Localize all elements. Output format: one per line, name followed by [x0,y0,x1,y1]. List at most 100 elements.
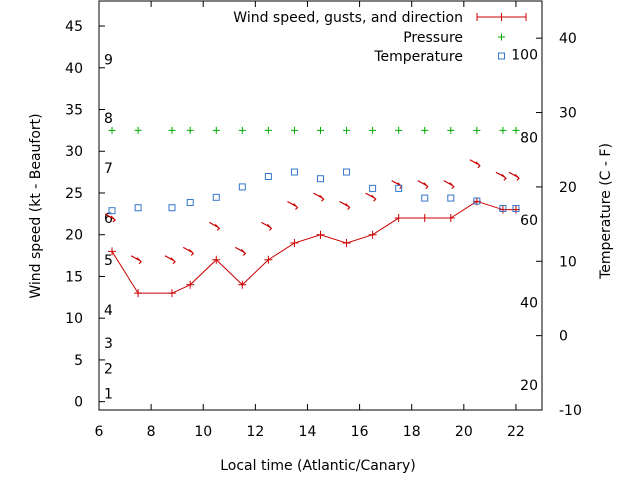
temperature-point [421,194,429,202]
temperature-point [212,193,220,201]
pressure-point [186,126,194,134]
temperature-point [264,172,272,180]
y-tick-label: 20 [65,228,83,244]
y-tick-label: 10 [65,311,83,327]
beaufort-label: 5 [104,253,113,269]
y2-tick-label: 20 [559,180,577,196]
wind-speed-point [167,289,176,298]
pressure-point [343,126,351,134]
pressure-point [447,126,455,134]
wind-speed-point [134,289,143,298]
temperature-point [343,168,351,176]
beaufort-label: 6 [104,211,113,227]
y-tick-label: 35 [65,103,83,119]
fahrenheit-label: 60 [520,213,538,229]
x-tick-label: 22 [507,424,525,440]
legend-swatch-temperature [498,52,505,60]
x-tick-label: 14 [299,424,317,440]
wind-direction-arrow [417,180,429,190]
pressure-point [499,126,507,134]
wind-direction-arrow [495,171,507,181]
x-tick-label: 6 [95,424,104,440]
temperature-point [168,204,176,212]
pressure-point [238,126,246,134]
wind-speed-point [238,280,247,289]
legend-label-temperature: Temperature [373,49,463,65]
temperature-point [238,183,246,191]
fahrenheit-label: 80 [520,130,538,146]
x-tick-label: 12 [246,424,264,440]
legend-swatch-pressure [498,33,505,41]
pressure-point [212,126,220,134]
wind-speed-point [108,247,117,256]
temperature-point [186,199,194,207]
y-tick-label: 5 [74,353,83,369]
beaufort-label: 3 [104,336,113,352]
pressure-point [512,126,520,134]
x-tick-label: 8 [147,424,156,440]
y-tick-label: 30 [65,144,83,160]
pressure-point [369,126,377,134]
y2-tick-label: 40 [559,31,577,47]
wind-direction-arrow [182,246,195,256]
legend-label-wind: Wind speed, gusts, and direction [233,10,463,26]
y-tick-label: 40 [65,61,83,77]
pressure-point [168,126,176,134]
temperature-point [134,204,142,212]
y2-axis-label: Temperature (C - F) [598,143,614,280]
y-tick-label: 25 [65,186,83,202]
x-tick-label: 18 [403,424,421,440]
wind-direction-arrow [287,200,299,210]
beaufort-label: 9 [104,52,113,68]
fahrenheit-label: 100 [511,48,538,64]
temperature-point [473,197,481,205]
wind-speed-point [342,239,351,248]
pressure-point [264,126,272,134]
wind-direction-arrow [261,221,273,231]
temperature-point [290,168,298,176]
fahrenheit-label: 40 [520,296,538,312]
wind-direction-arrow [235,246,247,256]
wind-direction-arrow [469,159,481,169]
pressure-point [395,126,403,134]
wind-speed-point [186,280,195,289]
wind-speed-point [420,214,429,223]
x-axis-label: Local time (Atlantic/Canary) [220,458,416,474]
wind-direction-arrow [130,255,142,265]
temperature-point [512,204,520,212]
wind-speed-point [264,255,273,264]
temperature-point [499,204,507,212]
wind-direction-arrow [339,200,351,210]
temperature-point [447,194,455,202]
wind-direction-arrow [104,213,116,223]
beaufort-label: 7 [104,161,113,177]
pressure-point [134,126,142,134]
legend-label-pressure: Pressure [403,30,463,46]
y-tick-label: 15 [65,269,83,285]
temperature-point [108,207,116,215]
wind-direction-arrow [365,192,377,202]
wind-speed-point [316,230,325,239]
pressure-point [473,126,481,134]
wind-speed-point [212,255,221,264]
pressure-point [421,126,429,134]
wind-direction-arrow [313,192,325,202]
x-tick-label: 16 [351,424,369,440]
beaufort-label: 4 [104,303,113,319]
fahrenheit-label: 20 [520,378,538,394]
wind-speed-point [394,214,403,223]
legend-swatch-wind-ticks [476,13,527,21]
y2-tick-label: -10 [559,403,582,419]
pressure-point [108,126,116,134]
beaufort-label: 1 [104,386,113,402]
y-tick-label: 0 [74,395,83,411]
y2-tick-label: 10 [559,254,577,270]
y2-tick-label: 30 [559,106,577,122]
wind-direction-arrow [508,171,520,181]
wind-direction-arrow [443,180,455,190]
y2-tick-label: 0 [559,329,568,345]
beaufort-label: 2 [104,361,113,377]
wind-speed-point [446,214,455,223]
x-tick-label: 20 [455,424,473,440]
